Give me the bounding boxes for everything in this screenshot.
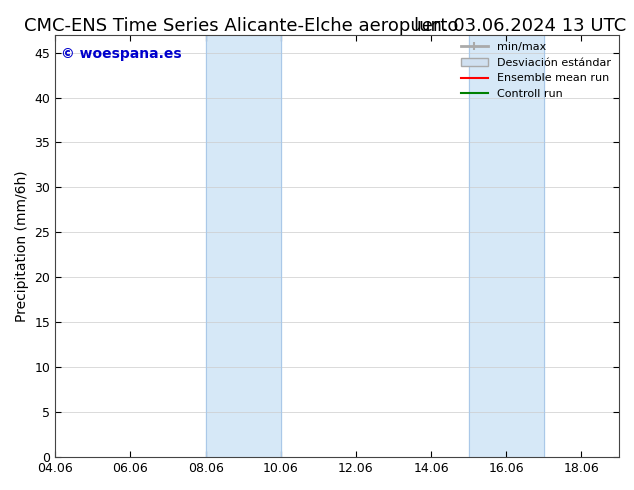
Bar <box>205 35 281 457</box>
Text: lun. 03.06.2024 13 UTC: lun. 03.06.2024 13 UTC <box>414 17 626 35</box>
Text: CMC-ENS Time Series Alicante-Elche aeropuerto: CMC-ENS Time Series Alicante-Elche aerop… <box>23 17 458 35</box>
Text: © woespana.es: © woespana.es <box>61 47 181 61</box>
Bar <box>469 35 544 457</box>
Legend: min/max, Desviación estándar, Ensemble mean run, Controll run: min/max, Desviación estándar, Ensemble m… <box>456 38 616 103</box>
Y-axis label: Precipitation (mm/6h): Precipitation (mm/6h) <box>15 170 29 321</box>
